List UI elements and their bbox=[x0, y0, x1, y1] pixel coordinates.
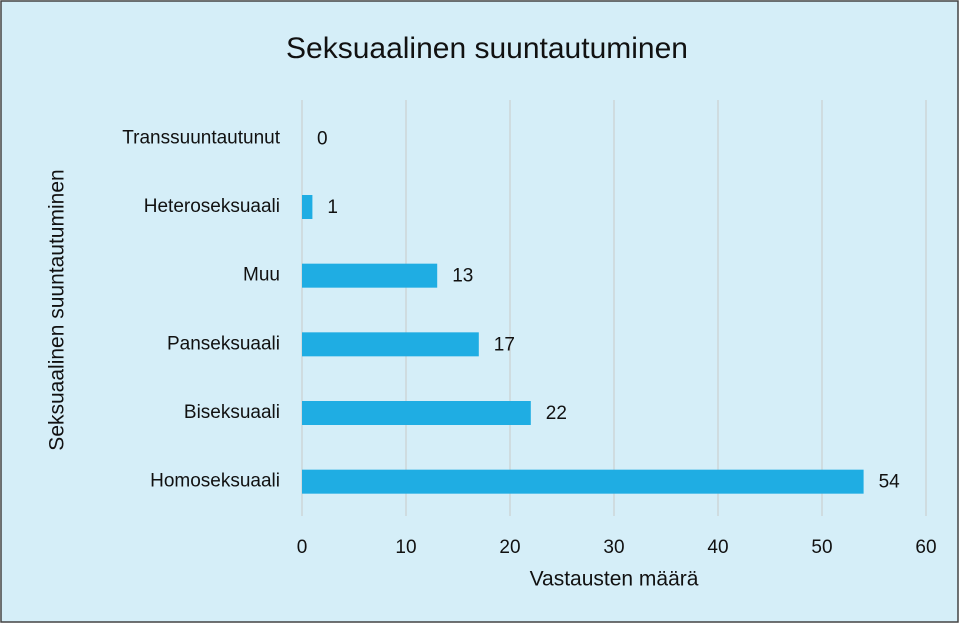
bar bbox=[302, 195, 313, 219]
y-tick-label: Transsuuntautunut bbox=[122, 127, 280, 148]
x-tick-label: 30 bbox=[603, 537, 624, 558]
bar bbox=[302, 332, 479, 357]
x-tick-label: 60 bbox=[915, 537, 936, 558]
chart-title: Seksuaalinen suuntautuminen bbox=[286, 32, 688, 65]
bar bbox=[302, 469, 864, 494]
y-tick-label: Heteroseksuaali bbox=[144, 196, 280, 217]
data-label: 0 bbox=[317, 128, 328, 149]
y-tick-label: Panseksuaali bbox=[167, 333, 280, 354]
data-label: 54 bbox=[879, 472, 901, 493]
data-label: 1 bbox=[327, 197, 338, 218]
bar bbox=[302, 263, 438, 288]
bar bbox=[302, 401, 531, 425]
y-tick-label: Muu bbox=[243, 265, 280, 286]
x-tick-label: 10 bbox=[395, 537, 416, 558]
data-label: 17 bbox=[494, 334, 515, 355]
data-label: 13 bbox=[452, 266, 473, 287]
y-tick-label: Homoseksuaali bbox=[150, 471, 280, 492]
x-tick-label: 20 bbox=[499, 537, 520, 558]
y-tick-label: Biseksuaali bbox=[184, 402, 280, 423]
x-axis-label: Vastausten määrä bbox=[530, 568, 699, 591]
x-tick-label: 50 bbox=[811, 537, 832, 558]
x-tick-label: 0 bbox=[297, 537, 308, 558]
y-axis-label: Seksuaalinen suuntautuminen bbox=[46, 169, 69, 450]
x-tick-label: 40 bbox=[707, 537, 728, 558]
data-label: 22 bbox=[546, 403, 567, 424]
